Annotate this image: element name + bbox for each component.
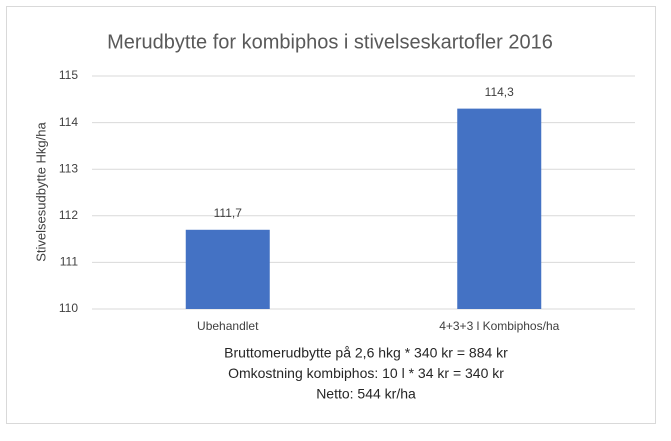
data-label: 111,7 — [214, 206, 243, 220]
y-tick-label: 110 — [59, 301, 78, 315]
y-tick-label: 113 — [59, 161, 78, 175]
data-label: 114,3 — [485, 85, 514, 99]
y-axis-label: Stivelsesudbytte Hkg/ha — [33, 122, 48, 262]
bar — [185, 229, 270, 309]
x-tick-label: Ubehandlet — [197, 319, 259, 333]
annotation: Omkostning kombiphos: 10 l * 34 kr = 340… — [228, 365, 504, 381]
y-tick-label: 112 — [59, 208, 78, 222]
y-tick-label: 111 — [60, 255, 79, 269]
annotation: Bruttomerudbytte på 2,6 hkg * 340 kr = 8… — [224, 345, 508, 361]
y-tick-label: 114 — [59, 115, 78, 129]
bar — [457, 108, 542, 310]
y-tick-label: 115 — [59, 68, 78, 82]
annotation: Netto: 544 kr/ha — [316, 386, 416, 402]
chart-title: Merudbytte for kombiphos i stivelseskart… — [107, 31, 553, 53]
x-tick-label: 4+3+3 l Kombiphos/ha — [439, 319, 559, 333]
chart-border — [6, 6, 656, 424]
